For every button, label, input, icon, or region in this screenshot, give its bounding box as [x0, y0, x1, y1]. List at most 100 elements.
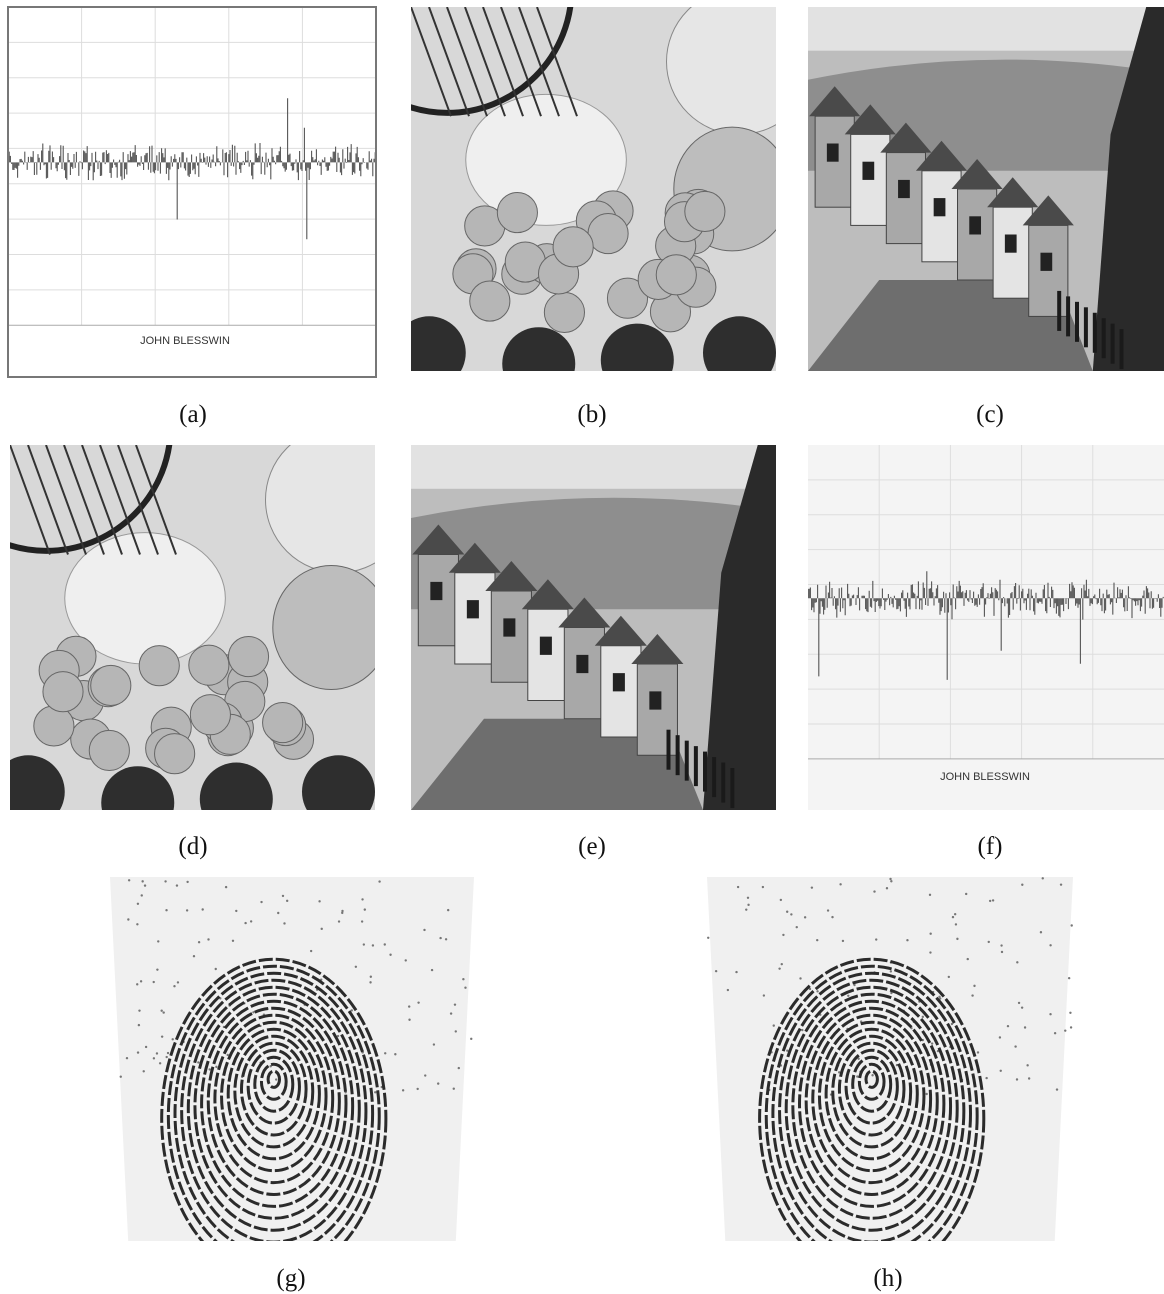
speck — [458, 1067, 460, 1069]
speck — [906, 939, 908, 941]
speck — [1071, 924, 1073, 926]
speck — [283, 922, 285, 924]
speck — [989, 900, 991, 902]
speck — [215, 1066, 217, 1068]
speck — [201, 908, 203, 910]
speck — [1049, 1013, 1051, 1015]
speck — [839, 883, 841, 885]
speck — [747, 897, 749, 899]
speck — [310, 950, 312, 952]
speck — [145, 1046, 147, 1048]
speck — [232, 940, 234, 942]
pad — [707, 877, 1073, 1241]
speck — [374, 1091, 376, 1093]
speck — [929, 951, 931, 953]
window — [613, 673, 625, 691]
speck — [799, 977, 801, 979]
window — [540, 637, 552, 655]
post — [676, 735, 680, 775]
plum — [302, 755, 375, 828]
melon — [667, 0, 813, 134]
speck — [447, 909, 449, 911]
speck — [1016, 961, 1018, 963]
speck — [827, 909, 829, 911]
caption: (a) — [179, 401, 207, 428]
speck — [1026, 1064, 1028, 1066]
speck — [804, 916, 806, 918]
speck — [378, 880, 380, 882]
speck — [384, 1052, 386, 1054]
window — [649, 691, 661, 709]
speck — [971, 994, 973, 996]
post — [667, 730, 671, 770]
speck — [138, 1024, 140, 1026]
speck — [999, 1036, 1001, 1038]
panel-image — [411, 445, 776, 810]
post — [1111, 324, 1115, 364]
speck — [370, 976, 372, 978]
pad — [110, 877, 474, 1241]
speck — [955, 923, 957, 925]
plum — [601, 324, 674, 397]
plum — [703, 316, 776, 389]
grape — [155, 734, 195, 774]
speck — [1024, 1026, 1026, 1028]
speck — [172, 1038, 174, 1040]
speck — [856, 1075, 858, 1077]
speck — [140, 980, 142, 982]
speck — [1068, 977, 1070, 979]
speck — [141, 894, 143, 896]
speck — [875, 938, 877, 940]
speck — [431, 969, 433, 971]
speck — [177, 981, 179, 983]
window — [934, 198, 946, 216]
speck — [842, 940, 844, 942]
speck — [138, 1009, 140, 1011]
artichoke — [273, 565, 390, 689]
grape — [190, 695, 230, 735]
grape — [34, 706, 74, 746]
speck — [162, 1011, 164, 1013]
window — [430, 582, 442, 600]
speck — [977, 1051, 979, 1053]
plum — [502, 327, 575, 400]
speck — [215, 968, 217, 970]
speck — [384, 943, 386, 945]
speck — [355, 966, 357, 968]
background — [808, 445, 1164, 810]
speck — [890, 880, 892, 882]
speck — [747, 904, 749, 906]
house — [886, 153, 925, 244]
speck — [318, 900, 320, 902]
speck — [120, 1076, 122, 1078]
speck — [1028, 1077, 1030, 1079]
post — [685, 741, 689, 781]
speck — [173, 985, 175, 987]
grape — [685, 191, 725, 231]
post — [1102, 318, 1106, 358]
speck — [416, 1088, 418, 1090]
speck — [1040, 931, 1042, 933]
speck — [715, 970, 717, 972]
speck — [128, 879, 130, 881]
speck — [450, 1012, 452, 1014]
speck — [1016, 1078, 1018, 1080]
grape — [544, 292, 584, 332]
speck — [811, 886, 813, 888]
panel-image — [808, 445, 1164, 810]
grape — [91, 665, 131, 705]
speck — [948, 976, 950, 978]
speck — [952, 916, 954, 918]
speck — [282, 895, 284, 897]
window — [827, 144, 839, 162]
speck — [782, 934, 784, 936]
speck — [402, 1089, 404, 1091]
post — [1093, 313, 1097, 353]
speck — [127, 918, 129, 920]
image-text: JOHN BLESSWIN — [140, 335, 230, 347]
speck — [735, 971, 737, 973]
panel-image — [8, 7, 376, 377]
window — [1005, 235, 1017, 253]
grape — [189, 645, 229, 685]
plum — [101, 766, 174, 839]
